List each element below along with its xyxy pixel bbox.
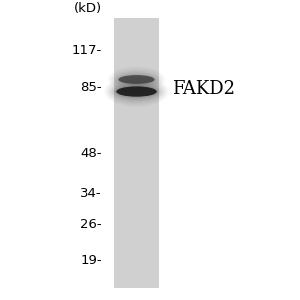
Ellipse shape xyxy=(117,74,156,85)
Text: 48-: 48- xyxy=(80,147,102,160)
Text: 117-: 117- xyxy=(72,44,102,57)
Ellipse shape xyxy=(114,84,159,99)
FancyBboxPatch shape xyxy=(114,18,159,288)
Text: 34-: 34- xyxy=(80,187,102,200)
Text: 85-: 85- xyxy=(80,81,102,94)
Text: FAKD2: FAKD2 xyxy=(172,80,236,98)
Text: 19-: 19- xyxy=(80,254,102,267)
Ellipse shape xyxy=(118,75,154,84)
Text: 26-: 26- xyxy=(80,218,102,231)
Text: (kD): (kD) xyxy=(74,2,102,15)
Ellipse shape xyxy=(116,86,157,97)
Ellipse shape xyxy=(115,85,158,98)
